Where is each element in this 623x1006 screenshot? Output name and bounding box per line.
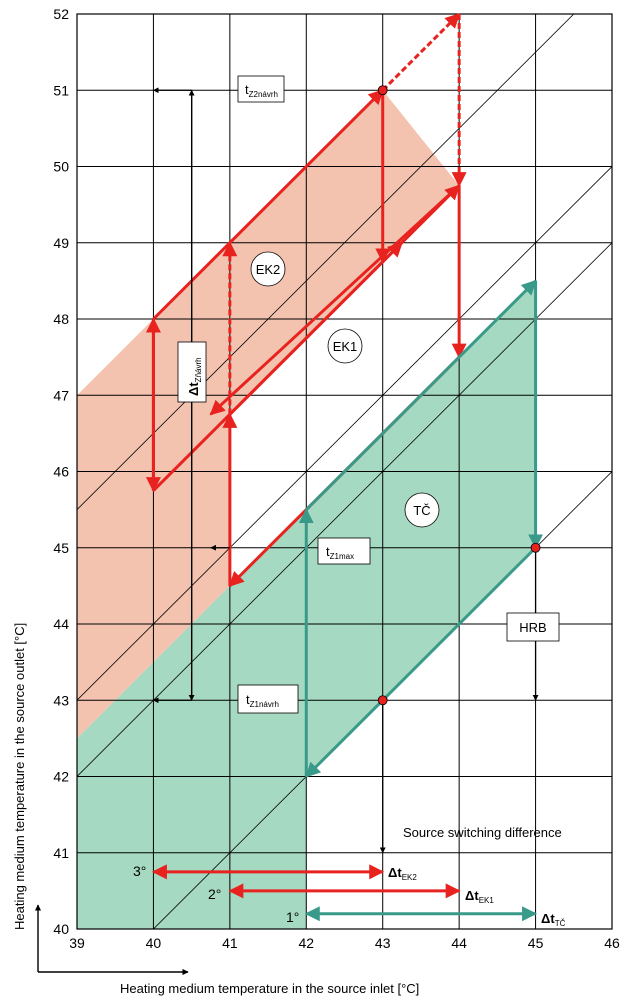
x-axis-title: Heating medium temperature in the source…	[120, 981, 419, 996]
dt-tc-label: ΔtTČ	[541, 911, 566, 928]
x-tick-label: 41	[222, 935, 238, 951]
state-point	[377, 695, 388, 706]
y-tick-label: 46	[53, 464, 69, 480]
label-t-z1max: tZ1max	[317, 537, 371, 565]
label-tc: TČ	[404, 492, 440, 528]
label-t-z2: tZ2návrh	[237, 75, 285, 103]
y-tick-label: 41	[53, 845, 69, 861]
y-tick-label: 43	[53, 692, 69, 708]
deg1-label: 1°	[286, 909, 299, 925]
axis-direction-arrows	[34, 904, 189, 976]
points	[377, 85, 541, 706]
y-tick-label: 42	[53, 769, 69, 785]
x-tick-label: 45	[528, 935, 544, 951]
diagonal-line	[77, 14, 575, 510]
label-t-z1: tZ1návrh	[237, 684, 299, 714]
y-tick-label: 49	[53, 235, 69, 251]
switching-label: Source switching difference	[403, 825, 562, 840]
y-tick-labels: 40 41 42 43 44 45 46 47 48 49 50 51 52	[53, 6, 69, 937]
svg-text:HRB: HRB	[519, 620, 546, 635]
y-axis-title: Heating medium temperature in the source…	[12, 623, 27, 930]
svg-text:tZ2návrh: tZ2návrh	[245, 82, 278, 99]
diagonal-line	[77, 166, 612, 701]
label-ek2: EK2	[250, 251, 286, 287]
x-tick-labels: 39 40 41 42 43 44 45 46	[69, 935, 620, 951]
deg3-label: 3°	[133, 863, 146, 879]
label-ek1: EK1	[327, 328, 363, 364]
red-dashed-arrow	[381, 12, 461, 92]
red-arrow	[209, 184, 461, 416]
y-tick-label: 45	[53, 540, 69, 556]
dt-ek1-label: ΔtEK1	[465, 888, 494, 905]
label-dt-z: ΔtZňávrh	[177, 341, 207, 403]
y-tick-label: 52	[53, 6, 69, 22]
x-tick-label: 40	[146, 935, 162, 951]
svg-text:TČ: TČ	[413, 503, 430, 518]
svg-text:ΔtZňávrh: ΔtZňávrh	[186, 357, 203, 396]
diagonal-line	[77, 242, 612, 777]
y-tick-label: 51	[53, 82, 69, 98]
x-tick-label: 43	[375, 935, 391, 951]
deg2-label: 2°	[208, 886, 221, 902]
svg-text:tZ1max: tZ1max	[326, 544, 354, 561]
x-tick-label: 46	[604, 935, 620, 951]
y-tick-label: 44	[53, 616, 69, 632]
region-ek	[77, 90, 460, 739]
dt-ek2-label: ΔtEK2	[388, 865, 417, 882]
state-point	[530, 542, 541, 553]
x-tick-label: 44	[451, 935, 467, 951]
y-tick-label: 48	[53, 311, 69, 327]
svg-text:tZ1návrh: tZ1návrh	[246, 692, 279, 709]
svg-text:EK2: EK2	[256, 262, 281, 277]
y-tick-label: 50	[53, 159, 69, 175]
label-hrb: HRB	[506, 612, 560, 642]
y-tick-label: 40	[53, 921, 69, 937]
x-tick-label: 42	[298, 935, 314, 951]
y-tick-label: 47	[53, 387, 69, 403]
x-tick-label: 39	[69, 935, 85, 951]
teal-arrow	[305, 279, 537, 511]
state-point	[377, 85, 388, 96]
svg-text:EK1: EK1	[333, 339, 358, 354]
teal-arrow	[305, 546, 537, 778]
red-arrow	[228, 184, 461, 416]
